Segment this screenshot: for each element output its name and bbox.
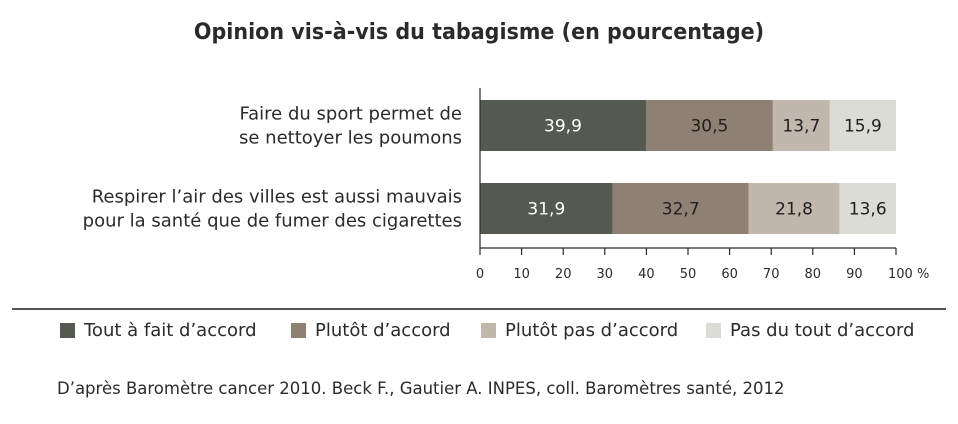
legend-swatch (291, 323, 306, 338)
legend-item: Tout à fait d’accord (60, 320, 257, 341)
bar-segment (772, 100, 830, 151)
legend-item: Plutôt pas d’accord (481, 320, 678, 341)
x-tick-label: 50 (680, 267, 697, 282)
x-tick-label: 40 (638, 267, 655, 282)
source-note: D’après Baromètre cancer 2010. Beck F., … (57, 379, 785, 398)
category-label: Respirer l’air des villes est aussi mauv… (83, 187, 462, 232)
bar-chart: Faire du sport permet de se nettoyer les … (83, 88, 929, 282)
data-label: 15,9 (844, 117, 882, 137)
category-label-line: se nettoyer les poumons (239, 128, 462, 149)
category-label-line: pour la santé que de fumer des cigarette… (83, 211, 462, 232)
data-label: 31,9 (527, 200, 565, 220)
data-label: 39,9 (544, 117, 582, 137)
x-tick-label: 0 (476, 267, 484, 282)
legend-item: Pas du tout d’accord (706, 320, 914, 341)
bar-segment (748, 183, 840, 234)
data-label: 13,6 (849, 200, 887, 220)
bar-segment (839, 183, 896, 234)
bar-segment (829, 100, 896, 151)
legend-swatch (60, 323, 75, 338)
x-tick-label: 100 % (888, 267, 929, 282)
data-label: 21,8 (775, 200, 813, 220)
bar-segment (612, 183, 749, 234)
x-tick-label: 30 (597, 267, 614, 282)
legend-label: Plutôt pas d’accord (505, 320, 679, 341)
legend-swatch (481, 323, 496, 338)
divider-line (12, 308, 946, 310)
x-tick-label: 90 (846, 267, 863, 282)
x-tick-label: 60 (721, 267, 738, 282)
legend-swatch (706, 323, 721, 338)
bar-segment (480, 183, 613, 234)
legend-item: Plutôt d’accord (291, 320, 451, 341)
category-label-line: Respirer l’air des villes est aussi mauv… (92, 187, 462, 208)
x-tick-label: 70 (763, 267, 780, 282)
data-label: 13,7 (782, 117, 820, 137)
legend-label: Plutôt d’accord (315, 320, 451, 341)
x-tick-label: 20 (555, 267, 572, 282)
legend-label: Tout à fait d’accord (84, 320, 257, 341)
bar-segment (645, 100, 773, 151)
data-label: 32,7 (662, 200, 700, 220)
x-tick-label: 10 (513, 267, 530, 282)
category-label: Faire du sport permet de se nettoyer les … (239, 104, 462, 149)
chart-title: Opinion vis-à-vis du tabagisme (en pourc… (193, 20, 765, 45)
data-label: 30,5 (690, 117, 728, 137)
category-label-line: Faire du sport permet de (239, 104, 462, 125)
legend: Tout à fait d’accord Plutôt d’accord Plutô… (0, 320, 958, 346)
x-tick-label: 80 (805, 267, 822, 282)
bar-segment (480, 100, 646, 151)
legend-label: Pas du tout d’accord (730, 320, 915, 341)
